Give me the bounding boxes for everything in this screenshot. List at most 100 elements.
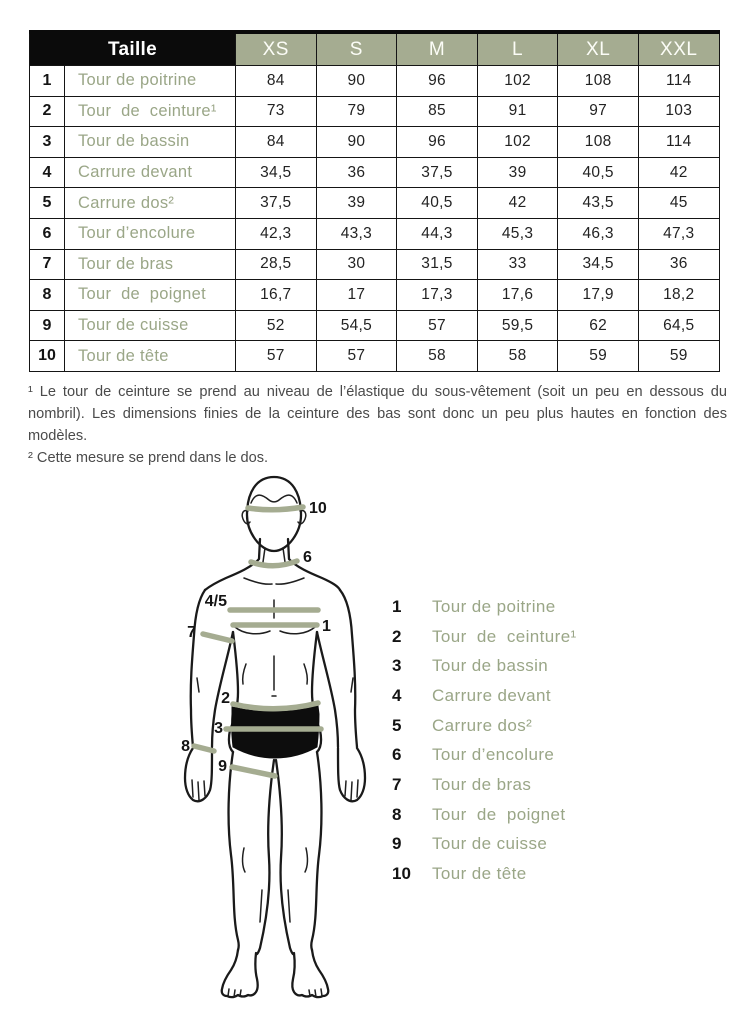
measurement-label: Carrure dos² bbox=[64, 187, 236, 219]
legend-item: 1 Tour de poitrine bbox=[392, 592, 577, 622]
table-row: 7 Tour de bras 28,5 30 31,5 33 34,5 36 bbox=[29, 248, 720, 281]
size-value-cell: 85 bbox=[396, 95, 478, 128]
size-value-cell: 31,5 bbox=[396, 248, 478, 281]
size-value-cell: 45 bbox=[637, 187, 720, 219]
right-knee-stroke bbox=[304, 847, 309, 873]
size-value-cell: 43,3 bbox=[315, 217, 398, 250]
size-value-cell: 114 bbox=[637, 126, 720, 158]
measurement-label: Tour de bassin bbox=[64, 126, 236, 158]
size-value-cell: 84 bbox=[235, 65, 317, 97]
size-value-cell: 37,5 bbox=[235, 187, 317, 219]
legend-label: Tour de cuisse bbox=[432, 834, 548, 854]
table-row: 3 Tour de bassin 84 90 96 102 108 114 bbox=[29, 126, 720, 158]
table-row: 1 Tour de poitrine 84 90 96 102 108 114 bbox=[29, 65, 720, 97]
row-number: 7 bbox=[29, 248, 65, 281]
size-value-cell: 34,5 bbox=[235, 156, 317, 189]
size-value-cell: 42 bbox=[476, 187, 559, 219]
size-value-cell: 102 bbox=[476, 65, 559, 97]
diagram-label-waist: 2 bbox=[221, 690, 230, 707]
legend-label: Tour de poignet bbox=[432, 804, 566, 824]
legend-item: 4 Carrure devant bbox=[392, 681, 577, 711]
oblique-left bbox=[241, 663, 247, 685]
waist-band bbox=[230, 700, 321, 712]
left-knee-stroke bbox=[241, 847, 246, 873]
legend-number: 8 bbox=[392, 804, 402, 824]
right-toes bbox=[308, 988, 323, 998]
right-leg-inner bbox=[274, 758, 295, 956]
legend-item: 6 Tour d’encolure bbox=[392, 740, 577, 770]
size-value-cell: 40,5 bbox=[396, 187, 478, 219]
table-body: 1 Tour de poitrine 84 90 96 102 108 114 2 Tou… bbox=[29, 65, 720, 372]
size-value-cell: 39 bbox=[315, 187, 398, 219]
row-number: 10 bbox=[29, 340, 65, 372]
size-value-cell: 108 bbox=[557, 126, 639, 158]
measurement-label: Carrure devant bbox=[64, 156, 236, 189]
size-value-cell: 17,3 bbox=[396, 279, 478, 311]
legend-label: Tour de tête bbox=[432, 864, 527, 884]
legend-item: 3 Tour de bassin bbox=[392, 651, 577, 681]
size-value-cell: 79 bbox=[315, 95, 398, 128]
pec-left bbox=[234, 626, 271, 635]
collarbone-stroke bbox=[275, 577, 305, 585]
size-value-cell: 18,2 bbox=[637, 279, 720, 311]
size-value-cell: 57 bbox=[315, 340, 398, 372]
size-value-cell: 57 bbox=[235, 340, 317, 372]
row-number: 4 bbox=[29, 156, 65, 189]
legend-label: Tour d’encolure bbox=[432, 745, 555, 765]
measurement-label: Tour de cuisse bbox=[64, 309, 236, 342]
measurement-label: Tour de tête bbox=[64, 340, 236, 372]
pec-right bbox=[279, 626, 316, 635]
row-number: 8 bbox=[29, 279, 65, 311]
right-fingers bbox=[344, 779, 359, 801]
measurement-label: Tour d’encolure bbox=[64, 217, 236, 250]
size-value-cell: 30 bbox=[315, 248, 398, 281]
size-value-cell: 64,5 bbox=[637, 309, 720, 342]
row-number: 5 bbox=[29, 187, 65, 219]
size-value-cell: 59,5 bbox=[476, 309, 559, 342]
head-band bbox=[245, 504, 306, 513]
legend-number: 5 bbox=[392, 715, 402, 735]
legend-label: Tour de bras bbox=[432, 774, 532, 794]
legend-item: 10 Tour de tête bbox=[392, 859, 577, 889]
size-value-cell: 62 bbox=[557, 309, 639, 342]
table-row: 4 Carrure devant 34,5 36 37,5 39 40,5 42 bbox=[29, 156, 720, 189]
legend-label: Tour de poitrine bbox=[432, 596, 556, 616]
table-corner-cell: Taille bbox=[29, 31, 236, 66]
size-value-cell: 42,3 bbox=[235, 217, 317, 250]
size-value-cell: 84 bbox=[235, 126, 317, 158]
trapezius-stroke bbox=[243, 577, 273, 585]
size-column-header: XL bbox=[557, 31, 639, 66]
diagram-label-chest: 1 bbox=[322, 618, 331, 635]
table-row: 10 Tour de tête 57 57 58 58 59 59 bbox=[29, 340, 720, 372]
legend-number: 6 bbox=[392, 745, 402, 765]
size-value-cell: 52 bbox=[235, 309, 317, 342]
size-value-cell: 108 bbox=[557, 65, 639, 97]
size-value-cell: 96 bbox=[396, 126, 478, 158]
neck-muscle-right bbox=[282, 547, 286, 563]
legend-number: 4 bbox=[392, 685, 402, 705]
oblique-right bbox=[303, 663, 309, 685]
size-value-cell: 43,5 bbox=[557, 187, 639, 219]
table-row: 8 Tour de poignet 16,7 17 17,3 17,6 17,9 18,2 bbox=[29, 279, 720, 311]
legend-item: 2 Tour de ceinture¹ bbox=[392, 622, 577, 652]
size-value-cell: 58 bbox=[396, 340, 478, 372]
size-value-cell: 45,3 bbox=[476, 217, 559, 250]
size-value-cell: 114 bbox=[637, 65, 720, 97]
left-elbow-stroke bbox=[196, 677, 200, 693]
legend-number: 2 bbox=[392, 626, 402, 646]
diagram-label-arm: 7 bbox=[187, 624, 196, 641]
size-column-header: L bbox=[476, 31, 559, 66]
size-value-cell: 102 bbox=[476, 126, 559, 158]
size-value-cell: 40,5 bbox=[557, 156, 639, 189]
size-column-header: XXL bbox=[637, 31, 720, 66]
legend-number: 10 bbox=[392, 864, 411, 884]
row-number: 6 bbox=[29, 217, 65, 250]
table-row: 6 Tour d’encolure 42,3 43,3 44,3 45,3 46,3 47… bbox=[29, 217, 720, 250]
left-ear bbox=[241, 509, 251, 525]
measurement-label: Tour de ceinture¹ bbox=[64, 95, 236, 128]
size-column-header: S bbox=[315, 31, 398, 66]
right-hand bbox=[336, 746, 367, 803]
neck-right bbox=[286, 537, 342, 592]
size-column-header: XS bbox=[235, 31, 317, 66]
diagram-label-neck: 6 bbox=[303, 549, 312, 566]
